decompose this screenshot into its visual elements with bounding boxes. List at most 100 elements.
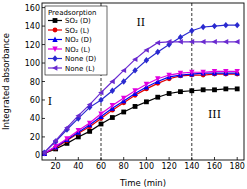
x-axis-label: Time (min)	[119, 178, 166, 188]
x-tick-label: 160	[207, 162, 222, 171]
data-point	[155, 95, 160, 100]
data-point	[110, 115, 115, 120]
data-point	[144, 82, 149, 87]
data-point	[87, 102, 92, 107]
legend: PreadsorptionSO₂ (D) SO₂ (L)NO₂ (D) NO₂ (L…	[45, 6, 107, 75]
data-point	[189, 70, 194, 75]
data-point	[200, 70, 205, 75]
y-tick-label: 60	[30, 96, 40, 105]
legend-marker	[52, 37, 57, 42]
series-line	[44, 73, 237, 153]
y-tick-label: 160	[25, 4, 40, 13]
legend-box	[45, 6, 107, 75]
annotation: III	[208, 108, 221, 121]
data-point	[121, 78, 126, 84]
y-tick-label: 40	[30, 114, 40, 123]
series-line	[44, 42, 237, 153]
legend-marker	[53, 18, 58, 23]
data-point	[53, 138, 58, 143]
data-point	[76, 128, 81, 133]
data-point	[98, 97, 103, 103]
plot-area	[42, 3, 240, 160]
data-point	[155, 49, 160, 55]
legend-label: None (L)	[65, 65, 95, 73]
annotation: II	[136, 16, 145, 29]
legend-marker	[53, 28, 58, 33]
x-tick-label: 180	[230, 162, 245, 171]
data-point	[189, 88, 194, 93]
y-tick-label: 0	[35, 151, 40, 160]
data-point	[189, 28, 194, 34]
data-point	[234, 22, 239, 28]
legend-label: SO₂ (D)	[65, 17, 91, 25]
data-point	[223, 22, 228, 28]
data-point	[42, 149, 47, 155]
data-point	[235, 86, 240, 91]
plot-frame	[42, 3, 244, 160]
data-point	[121, 68, 126, 73]
data-point	[166, 39, 171, 44]
data-point	[155, 40, 160, 45]
x-tick-label: 100	[139, 162, 154, 171]
y-tick-label: 140	[25, 22, 40, 31]
x-tick-label: 140	[184, 162, 199, 171]
data-point	[132, 57, 137, 62]
legend-marker	[52, 55, 57, 61]
data-point	[53, 138, 58, 144]
reference-line	[191, 3, 192, 160]
data-point	[98, 90, 103, 95]
legend-marker	[52, 47, 57, 52]
data-point	[64, 125, 69, 130]
data-point	[155, 76, 160, 81]
legend-title: Preadsorption	[48, 9, 97, 17]
data-point	[87, 129, 92, 134]
data-point	[121, 110, 126, 115]
data-point	[212, 39, 217, 44]
data-point	[64, 136, 69, 141]
data-point	[223, 69, 228, 74]
data-point	[144, 99, 149, 104]
legend-label: NO₂ (D)	[65, 36, 92, 44]
data-point	[212, 69, 217, 74]
data-point	[109, 79, 114, 84]
y-axis-label: Integrated absorbance	[1, 33, 11, 130]
y-tick-label: 20	[30, 133, 40, 142]
x-tick-label: 80	[119, 162, 129, 171]
data-point	[201, 87, 206, 92]
data-point	[178, 39, 183, 44]
data-point	[133, 104, 138, 109]
legend-label: SO₂ (L)	[65, 27, 90, 35]
data-point	[144, 57, 149, 63]
series-line	[44, 71, 237, 153]
y-tick-label: 120	[25, 41, 40, 50]
data-point	[167, 91, 172, 96]
x-tick-label: 40	[73, 162, 83, 171]
data-point	[223, 39, 228, 44]
data-point	[98, 111, 103, 116]
data-point	[121, 96, 126, 101]
data-point	[189, 39, 194, 44]
legend-label: None (D)	[65, 55, 97, 63]
y-tick-label: 80	[30, 78, 40, 87]
data-point	[212, 87, 217, 92]
data-point	[110, 103, 115, 108]
data-point	[234, 69, 239, 74]
legend-label: NO₂ (L)	[65, 46, 90, 54]
y-tick-label: 100	[25, 59, 40, 68]
data-point	[75, 113, 80, 118]
x-tick-label: 20	[51, 162, 61, 171]
data-point	[200, 24, 205, 30]
legend-marker	[52, 65, 57, 70]
data-point	[144, 47, 149, 52]
data-point	[42, 150, 47, 155]
data-point	[178, 89, 183, 94]
data-point	[178, 71, 183, 76]
data-point	[200, 39, 205, 44]
x-tick-label: 60	[96, 162, 106, 171]
data-point	[132, 88, 137, 93]
data-point	[212, 23, 217, 29]
data-point	[110, 88, 115, 94]
data-point	[166, 73, 171, 78]
annotation: I	[48, 95, 52, 108]
x-tick-label: 120	[161, 162, 176, 171]
